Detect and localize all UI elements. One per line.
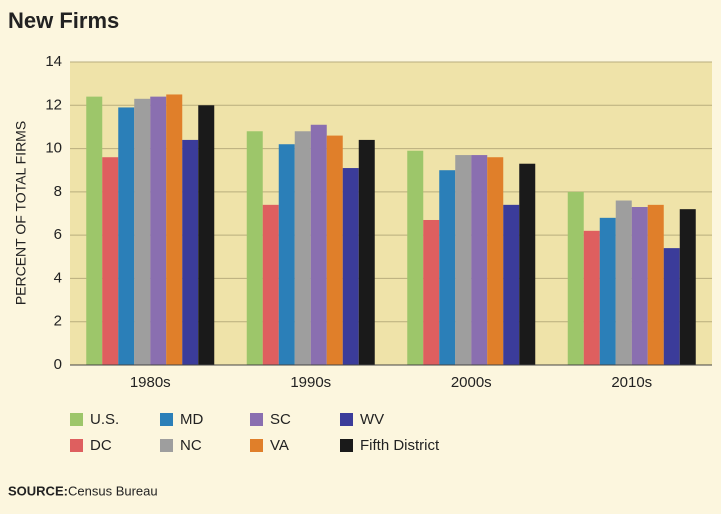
bar (439, 170, 456, 365)
y-tick-label: 0 (54, 356, 62, 373)
legend-swatch (160, 413, 173, 426)
y-tick-label: 12 (45, 96, 62, 113)
bar (679, 209, 696, 365)
legend-label: WV (360, 411, 384, 428)
legend-label: MD (180, 411, 203, 428)
y-tick-label: 2 (54, 313, 62, 330)
bar (583, 230, 600, 365)
y-tick-label: 8 (54, 183, 62, 200)
bar (423, 219, 440, 365)
bar (246, 131, 263, 365)
bar (647, 204, 664, 365)
legend-swatch (340, 439, 353, 452)
legend-label: SC (270, 411, 291, 428)
bar (294, 131, 311, 365)
bar (326, 135, 343, 365)
bar (631, 207, 648, 365)
bar (519, 163, 536, 365)
x-tick-label: 1980s (130, 374, 171, 391)
legend-label: VA (270, 437, 289, 454)
bar (86, 96, 103, 365)
y-tick-label: 6 (54, 226, 62, 243)
bar (102, 157, 119, 365)
bar (358, 139, 375, 365)
source-label: SOURCE: (8, 483, 68, 498)
bar (278, 144, 295, 365)
y-tick-label: 10 (45, 140, 62, 157)
bar (407, 150, 424, 365)
legend-swatch (160, 439, 173, 452)
bar (471, 155, 488, 365)
bar (134, 98, 151, 366)
legend-label: U.S. (90, 411, 119, 428)
bar (599, 217, 616, 365)
y-tick-label: 14 (45, 53, 62, 70)
legend-swatch (70, 439, 83, 452)
bar (487, 157, 504, 365)
legend-swatch (250, 439, 263, 452)
x-tick-label: 2010s (611, 374, 652, 391)
bar (663, 248, 680, 365)
y-tick-label: 4 (54, 269, 62, 286)
x-tick-label: 2000s (451, 374, 492, 391)
legend-label: NC (180, 437, 202, 454)
bar (182, 139, 199, 365)
bar (455, 155, 472, 365)
bar (118, 107, 135, 365)
y-axis-label: PERCENT OF TOTAL FIRMS (13, 121, 29, 305)
chart-title: New Firms (8, 8, 119, 33)
x-tick-label: 1990s (290, 374, 331, 391)
bar (150, 96, 167, 365)
source: Census Bureau (68, 483, 158, 498)
bar (310, 124, 327, 365)
bar (567, 191, 584, 365)
bar (342, 168, 359, 365)
bar (262, 204, 279, 365)
bar (166, 94, 183, 365)
legend-label: DC (90, 437, 112, 454)
legend-swatch (250, 413, 263, 426)
legend-swatch (340, 413, 353, 426)
bar (503, 204, 520, 365)
legend-swatch (70, 413, 83, 426)
bar (615, 200, 632, 365)
bar (198, 105, 215, 366)
legend-label: Fifth District (360, 437, 440, 454)
